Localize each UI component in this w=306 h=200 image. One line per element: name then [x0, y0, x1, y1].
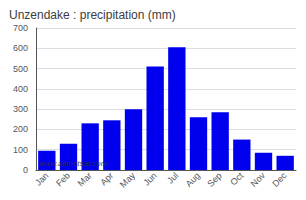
- svg-text:Jan: Jan: [33, 170, 50, 187]
- svg-text:0: 0: [23, 165, 28, 175]
- svg-text:Feb: Feb: [54, 170, 72, 188]
- svg-text:Dec: Dec: [270, 170, 289, 189]
- svg-text:Unzendake : precipitation (mm): Unzendake : precipitation (mm): [9, 8, 176, 22]
- svg-text:Oct: Oct: [228, 170, 245, 187]
- svg-text:Nov: Nov: [249, 170, 268, 189]
- svg-text:200: 200: [13, 124, 28, 134]
- svg-text:Jun: Jun: [141, 170, 158, 187]
- svg-text:500: 500: [13, 64, 28, 74]
- svg-text:600: 600: [13, 43, 28, 53]
- svg-text:Jul: Jul: [165, 170, 180, 185]
- svg-text:Aug: Aug: [184, 170, 202, 188]
- svg-text:100: 100: [13, 145, 28, 155]
- svg-text:300: 300: [13, 104, 28, 114]
- svg-text:700: 700: [13, 23, 28, 33]
- svg-text:Apr: Apr: [98, 170, 115, 187]
- svg-text:400: 400: [13, 84, 28, 94]
- svg-text:May: May: [118, 170, 137, 189]
- svg-text:Mar: Mar: [76, 170, 94, 188]
- svg-text:Sep: Sep: [205, 170, 223, 188]
- svg-text:www.allmetsat.com: www.allmetsat.com: [39, 159, 108, 168]
